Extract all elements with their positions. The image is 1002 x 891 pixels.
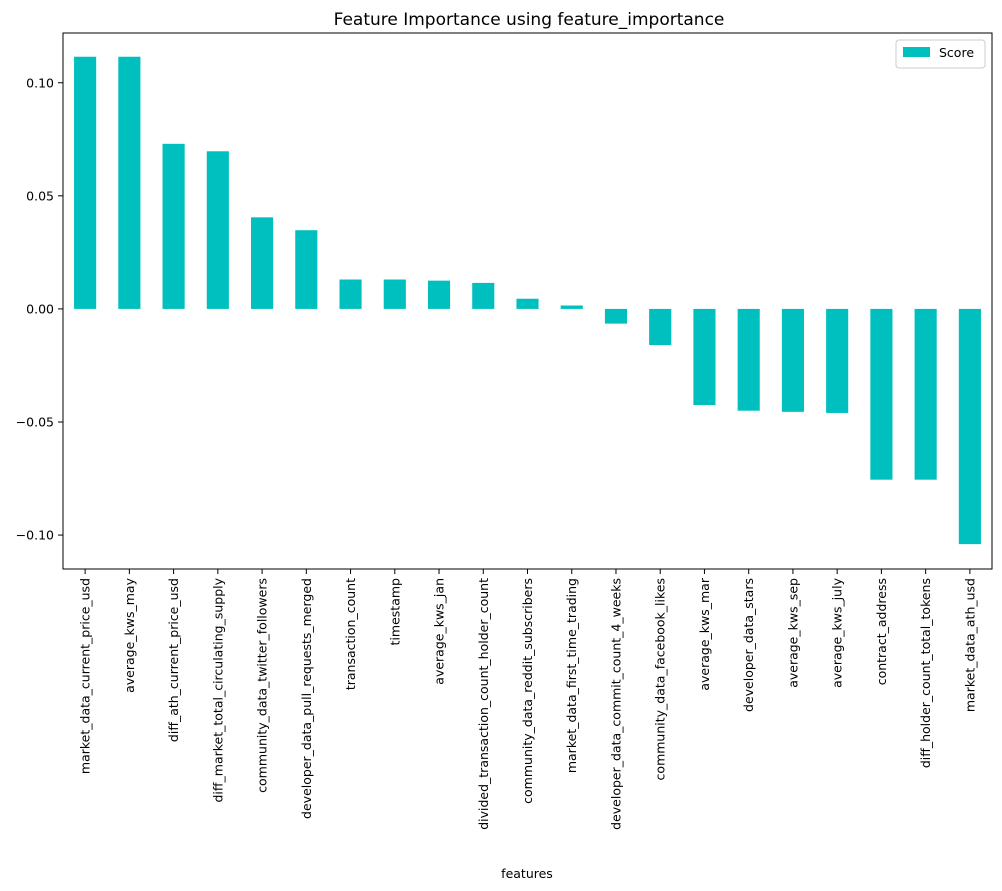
- y-tick-label: 0.05: [26, 188, 54, 203]
- bar-diff_holder_count_total_tokens: [914, 308, 937, 480]
- bar-transaction_count: [339, 279, 362, 309]
- bar-developer_data_stars: [737, 308, 760, 411]
- x-tick-label: transaction_count: [343, 578, 358, 690]
- x-tick-label: developer_data_pull_requests_merged: [299, 578, 314, 819]
- bar-market_data_first_time_trading: [560, 305, 583, 309]
- legend-label-score: Score: [939, 45, 974, 60]
- x-tick-label: average_kws_may: [122, 577, 137, 692]
- legend-swatch: [903, 47, 930, 57]
- bar-market_data_current_price_usd: [74, 56, 97, 309]
- x-tick-label: community_data_reddit_subscribers: [520, 578, 535, 804]
- bar-timestamp: [383, 279, 406, 309]
- bar-developer_data_pull_requests_merged: [295, 230, 318, 309]
- bars-group: [74, 56, 981, 545]
- x-tick-label: diff_market_total_circulating_supply: [210, 577, 225, 802]
- bar-market_data_ath_usd: [958, 308, 981, 545]
- x-axis: market_data_current_price_usd average_kws…: [78, 569, 977, 830]
- bar-developer_data_commit_count_4_weeks: [604, 308, 628, 324]
- x-tick-label: market_data_ath_usd: [962, 578, 977, 712]
- plot-frame: [62, 32, 993, 570]
- x-tick-label: average_kws_july: [830, 577, 845, 688]
- bar-community_data_reddit_subscribers: [516, 298, 539, 309]
- x-tick-label: timestamp: [387, 578, 402, 645]
- bar-community_data_facebook_likes: [649, 308, 672, 346]
- y-tick-label: 0.10: [26, 75, 54, 90]
- bar-diff_ath_current_price_usd: [162, 143, 185, 309]
- x-tick-label: average_kws_sep: [785, 578, 800, 688]
- x-axis-label: features: [501, 866, 553, 881]
- bar-divided_transaction_count_holder_count: [472, 282, 495, 309]
- x-tick-label: diff_holder_count_total_tokens: [918, 578, 933, 768]
- y-tick-label: 0.00: [26, 301, 54, 316]
- x-tick-label: community_data_twitter_followers: [255, 578, 270, 793]
- chart-title: Feature Importance using feature_importa…: [334, 10, 725, 30]
- y-tick-label: −0.10: [16, 528, 54, 543]
- x-tick-label: contract_address: [874, 578, 889, 685]
- x-tick-label: market_data_current_price_usd: [78, 578, 93, 774]
- x-tick-label: developer_data_commit_count_4_weeks: [608, 578, 623, 830]
- x-tick-label: average_kws_mar: [697, 577, 712, 690]
- bar-contract_address: [870, 308, 893, 480]
- bar-average_kws_jan: [427, 280, 451, 309]
- bar-average_kws_mar: [693, 308, 716, 406]
- bar-average_kws_july: [826, 308, 849, 413]
- x-tick-label: developer_data_stars: [741, 578, 756, 712]
- x-tick-label: market_data_first_time_trading: [564, 578, 579, 773]
- bar-community_data_twitter_followers: [251, 217, 274, 309]
- bar-diff_market_total_circulating_supply: [206, 151, 229, 309]
- bar-average_kws_sep: [781, 308, 804, 412]
- legend: Score: [895, 39, 986, 69]
- y-tick-label: −0.05: [16, 414, 54, 429]
- bar-average_kws_may: [118, 56, 141, 309]
- x-tick-label: community_data_facebook_likes: [653, 578, 668, 780]
- x-tick-label: diff_ath_current_price_usd: [166, 578, 181, 742]
- x-tick-label: average_kws_jan: [432, 578, 447, 685]
- x-tick-label: divided_transaction_count_holder_count: [476, 578, 491, 830]
- y-axis: −0.10 −0.05 0.00 0.05 0.10: [16, 75, 63, 543]
